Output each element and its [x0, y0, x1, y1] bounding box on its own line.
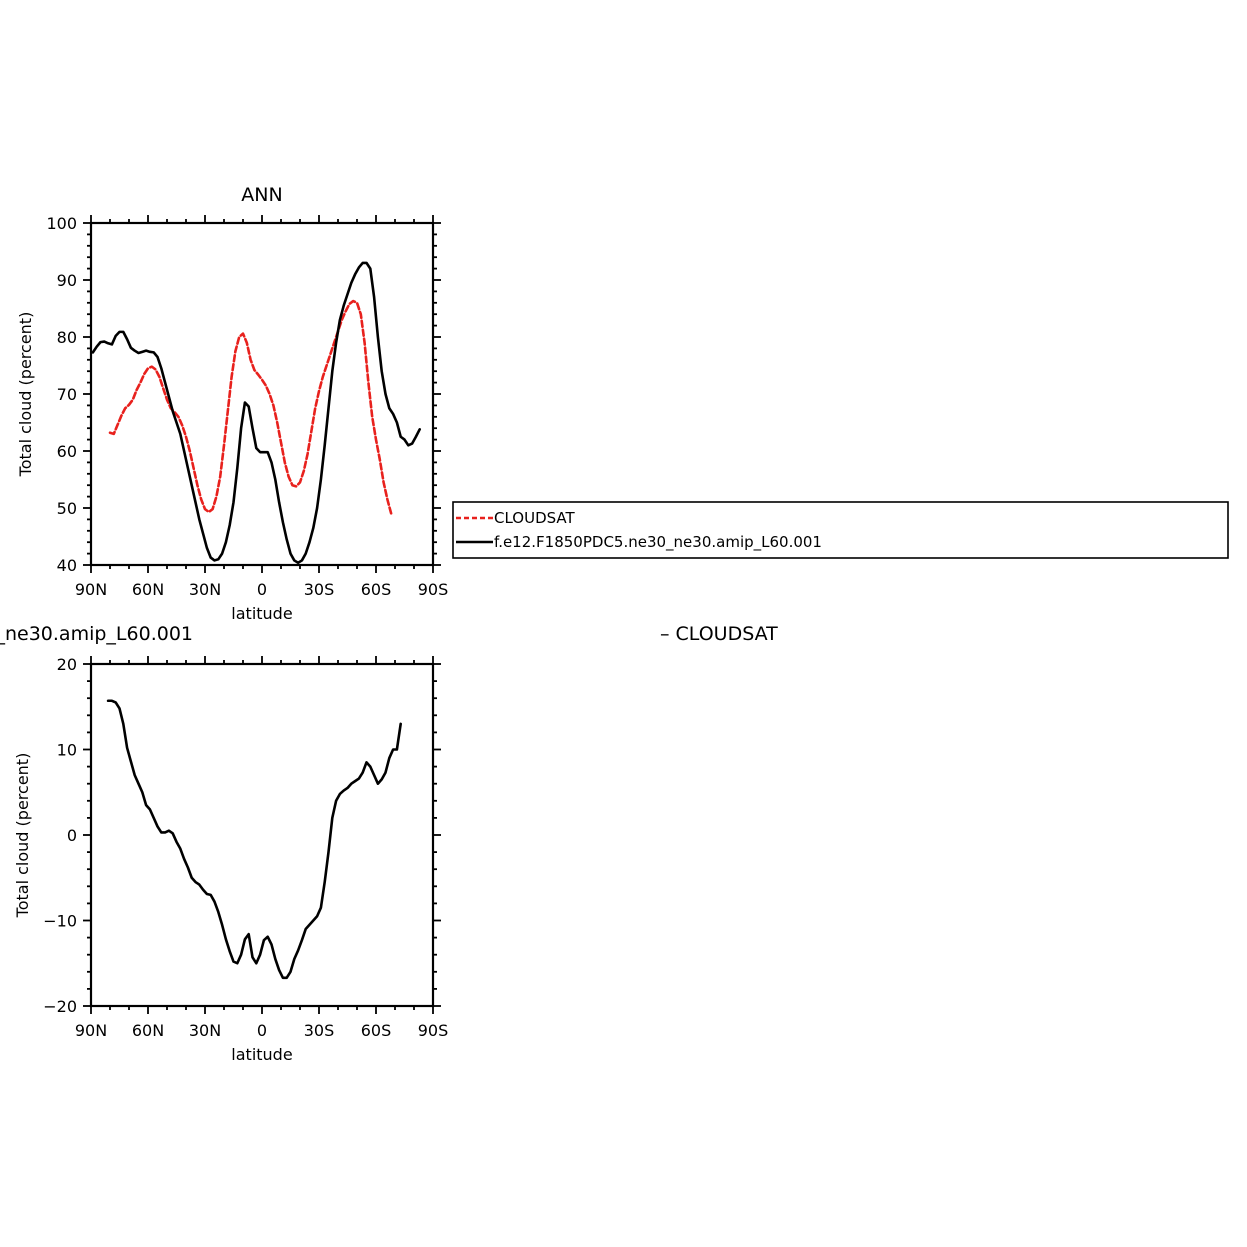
chart-ann-y-tick-label: 50: [57, 499, 77, 518]
chart-ann-x-tick-label: 30S: [304, 580, 335, 599]
chart-diff: f.e12.F1850PDC5.ne30_ne30.amip_L60.001 –…: [0, 623, 778, 1064]
chart-diff-x-tick-label: 90N: [75, 1021, 107, 1040]
chart-ann-x-tick-label: 60N: [132, 580, 164, 599]
chart-ann-xlabel: latitude: [231, 604, 292, 623]
chart-diff-y-tick-labels: −20 −10 0 10 20: [43, 655, 77, 1016]
chart-diff-y-tick-label: −20: [43, 997, 77, 1016]
chart-ann-x-tick-labels: 90N 60N 30N 0 30S 60S 90S: [75, 580, 448, 599]
legend-label-model: f.e12.F1850PDC5.ne30_ne30.amip_L60.001: [494, 533, 822, 552]
chart-diff-y-tick-label: 10: [57, 741, 77, 760]
chart-ann-x-tick-label: 30N: [189, 580, 221, 599]
chart-diff-y-tick-label: 0: [67, 826, 77, 845]
chart-diff-y-tick-label: 20: [57, 655, 77, 674]
chart-ann-title: ANN: [241, 184, 282, 206]
chart-diff-y-tick-label: −10: [43, 912, 77, 931]
chart-diff-title: f.e12.F1850PDC5.ne30_ne30.amip_L60.001: [0, 623, 193, 645]
chart-ann-x-tick-label: 90N: [75, 580, 107, 599]
chart-ann-y-tick-label: 60: [57, 442, 77, 461]
chart-diff-title-right: – CLOUDSAT: [660, 623, 778, 645]
chart-ann-series-line-model: [91, 261, 421, 565]
chart-diff-x-tick-label: 0: [257, 1021, 267, 1040]
chart-diff-x-tick-label: 60S: [361, 1021, 392, 1040]
chart-ann-x-tick-label: 0: [257, 580, 267, 599]
chart-ann-x-tick-label: 90S: [418, 580, 449, 599]
chart-ann-x-tick-label: 60S: [361, 580, 392, 599]
chart-ann-y-tick-label: 100: [46, 214, 77, 233]
legend-box: [452, 501, 1229, 559]
chart-diff-x-tick-label: 30N: [189, 1021, 221, 1040]
chart-ann-y-tick-label: 70: [57, 385, 77, 404]
chart-diff-series-line-difference: [106, 699, 402, 980]
chart-diff-series: [106, 699, 402, 980]
chart-ann-y-tick-label: 90: [57, 271, 77, 290]
chart-diff-plot-frame: [89, 662, 435, 1008]
chart-diff-x-tick-labels: 90N 60N 30N 0 30S 60S 90S: [75, 1021, 448, 1040]
chart-diff-ylabel: Total cloud (percent): [13, 753, 32, 919]
chart-diff-xlabel: latitude: [231, 1045, 292, 1064]
chart-diff-ticks: [83, 656, 441, 1014]
legend-label-cloudsat: CLOUDSAT: [494, 509, 576, 527]
legend: CLOUDSAT f.e12.F1850PDC5.ne30_ne30.amip_…: [452, 501, 1229, 559]
chart-ann-ticks: [83, 215, 441, 573]
chart-ann-y-tick-label: 40: [57, 556, 77, 575]
chart-ann-plot-frame: [89, 221, 435, 567]
chart-diff-x-tick-label: 30S: [304, 1021, 335, 1040]
chart-ann: ANN 90N 60N 30N 0 30S 60S 90S 405060708090100 …: [16, 184, 448, 623]
chart-diff-x-tick-label: 90S: [418, 1021, 449, 1040]
chart-ann-y-tick-label: 80: [57, 328, 77, 347]
chart-diff-x-tick-label: 60N: [132, 1021, 164, 1040]
chart-ann-ylabel: Total cloud (percent): [16, 312, 35, 478]
chart-ann-series: [91, 261, 421, 565]
chart-ann-series-line-cloudsat: [108, 299, 393, 515]
chart-ann-y-tick-labels: 40 50 60 70 80 90 100: [46, 214, 77, 575]
